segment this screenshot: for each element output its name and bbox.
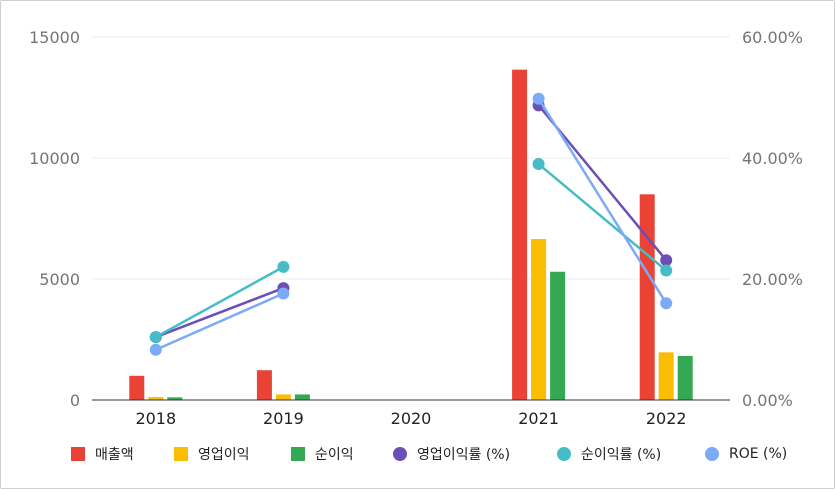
x-tick-label: 2018	[135, 409, 176, 428]
legend-swatch	[174, 447, 188, 461]
series-line	[155, 292, 284, 351]
legend-label: 영업이익률 (%)	[417, 447, 511, 463]
data-point	[277, 260, 290, 273]
right-tick-label: 20.00%	[742, 270, 803, 289]
bar	[531, 239, 547, 400]
series-line	[537, 98, 668, 304]
legend-label: 순이익률 (%)	[581, 447, 662, 463]
data-point	[149, 331, 162, 344]
bar	[275, 394, 291, 400]
bar	[167, 397, 183, 400]
bar-series	[129, 69, 693, 401]
right-tick-label: 40.00%	[742, 149, 803, 168]
data-point	[660, 254, 673, 267]
left-tick-label: 5000	[39, 270, 80, 289]
left-tick-label: 0	[70, 391, 80, 410]
right-tick-label: 0.00%	[742, 391, 793, 410]
legend-swatch	[71, 447, 85, 461]
right-axis-ticks: 60.00% 40.00% 20.00% 0.00%	[742, 28, 803, 410]
legend-label: ROE (%)	[729, 446, 788, 462]
legend-item: 영업이익	[174, 441, 250, 467]
legend-label: 영업이익	[198, 447, 250, 463]
left-tick-label: 15000	[29, 28, 80, 47]
legend-dot	[705, 447, 719, 461]
legend-item: 영업이익률 (%)	[393, 441, 510, 467]
x-tick-label: 2021	[518, 409, 559, 428]
data-point	[532, 158, 545, 171]
gridlines	[92, 36, 730, 280]
x-axis-ticks: 2018 2019 2020 2021 2022	[135, 409, 686, 428]
right-tick-label: 60.00%	[742, 28, 803, 47]
x-tick-label: 2022	[646, 409, 687, 428]
bar	[677, 355, 693, 400]
data-point	[660, 297, 673, 310]
bar	[294, 394, 310, 400]
series-line	[537, 163, 668, 272]
legend-item: ROE (%)	[705, 441, 787, 467]
series-line	[155, 265, 285, 339]
bar	[512, 69, 528, 401]
series-line	[155, 286, 284, 339]
legend: 매출액 영업이익 순이익 영업이익률 (%) 순이익률 (%) ROE (%)	[0, 441, 835, 467]
legend-swatch	[291, 447, 305, 461]
data-point	[660, 264, 673, 277]
legend-label: 매출액	[95, 447, 134, 463]
legend-label: 순이익	[315, 447, 354, 463]
data-point	[277, 287, 290, 300]
x-tick-label: 2019	[263, 409, 304, 428]
legend-dot	[557, 447, 571, 461]
line-series	[149, 92, 673, 356]
legend-dot	[393, 447, 407, 461]
bar	[639, 194, 655, 400]
bar	[658, 352, 674, 400]
legend-item: 순이익률 (%)	[557, 441, 661, 467]
data-point	[532, 92, 545, 105]
bar	[550, 271, 566, 400]
left-axis-ticks: 15000 10000 5000 0	[29, 28, 80, 410]
data-point	[149, 343, 162, 356]
legend-item: 순이익	[291, 441, 354, 467]
bar	[148, 397, 164, 400]
left-tick-label: 10000	[29, 149, 80, 168]
bar	[256, 370, 272, 400]
x-tick-label: 2020	[391, 409, 432, 428]
legend-item: 매출액	[71, 441, 134, 467]
bar	[129, 375, 145, 400]
